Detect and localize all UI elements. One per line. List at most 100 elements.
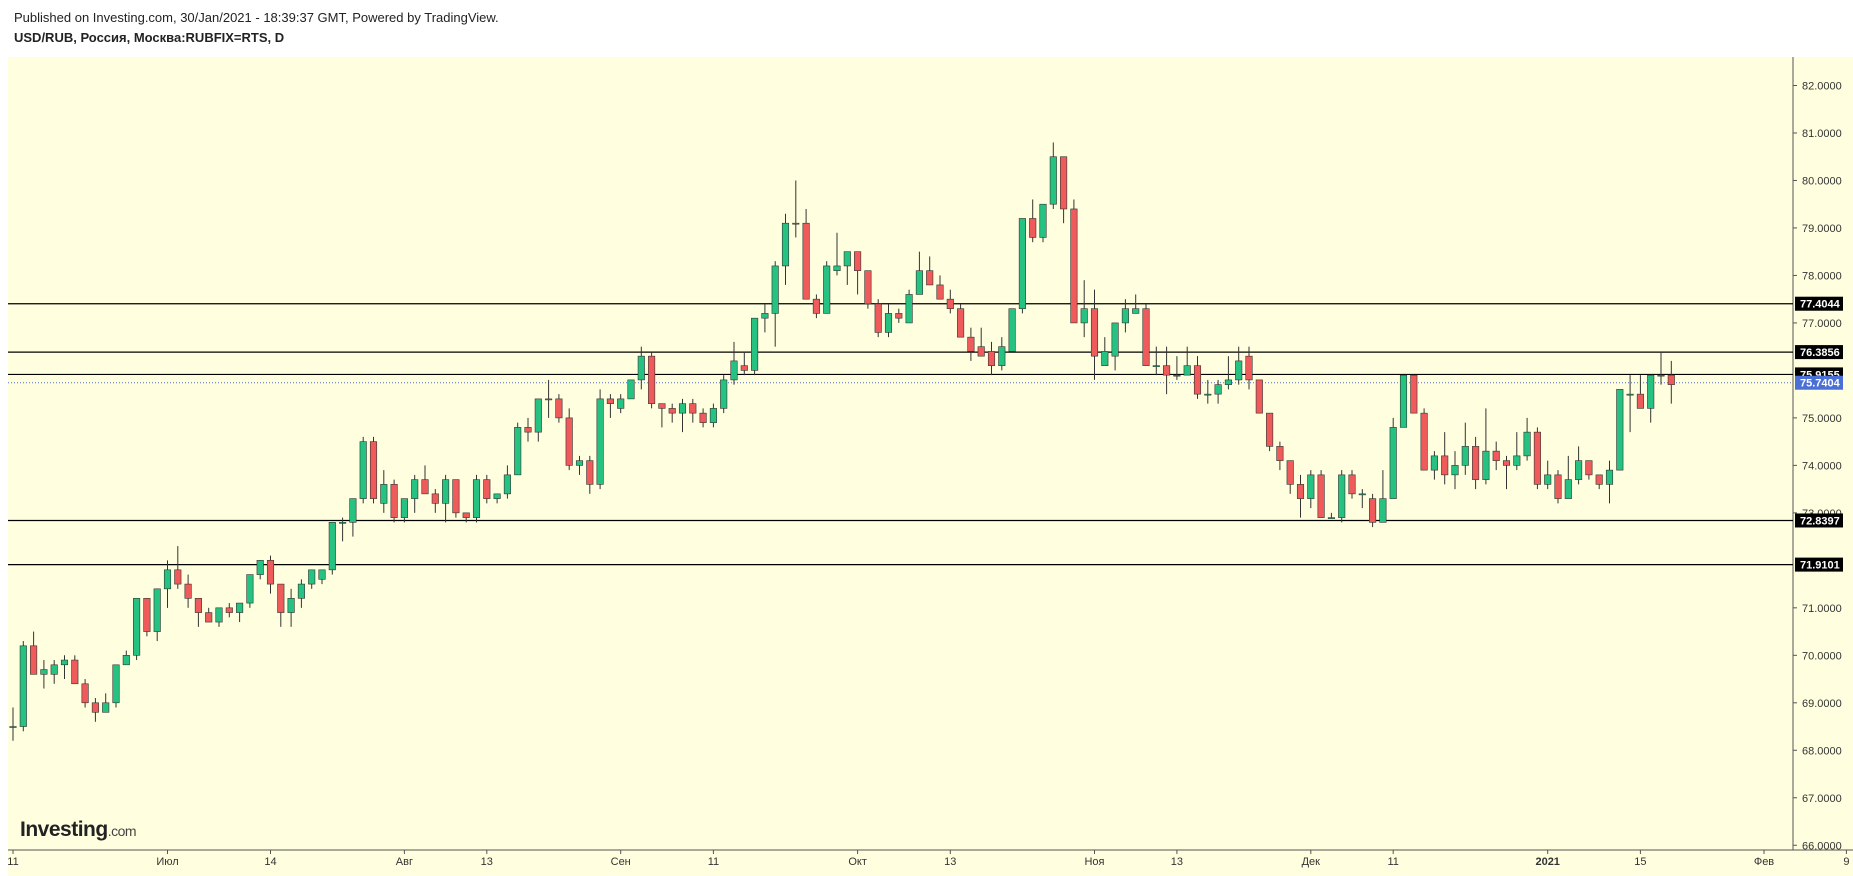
candle-down[interactable] [1533,431,1541,485]
candle-down[interactable] [936,284,944,300]
candle-up[interactable] [781,222,790,267]
candle-up[interactable] [761,313,769,319]
candle-down[interactable] [277,583,285,613]
candle-up[interactable] [1523,431,1531,457]
candle-up[interactable] [380,484,388,504]
candle-down[interactable] [1492,450,1500,461]
candle-down[interactable] [874,303,882,333]
candle-down[interactable] [895,313,903,319]
candle-up[interactable] [1121,308,1129,324]
candle-up[interactable] [884,313,893,333]
candle-down[interactable] [658,403,666,409]
candle-up[interactable] [40,669,48,675]
candle-down[interactable] [699,412,707,423]
candle-down[interactable] [1266,412,1274,447]
candle-up[interactable] [359,441,367,499]
candle-down[interactable] [926,270,934,286]
candle-down[interactable] [143,598,151,632]
candle-up[interactable] [1358,493,1366,496]
candle-up[interactable] [514,427,522,476]
candle-up[interactable] [411,479,419,499]
candle-up[interactable] [215,607,223,623]
candle-up[interactable] [1657,374,1665,377]
candle-down[interactable] [1348,474,1356,495]
candle-up[interactable] [1080,308,1088,324]
candle-down[interactable] [1636,393,1644,409]
candle-down[interactable] [1193,365,1202,395]
candle-up[interactable] [915,270,923,295]
candle-up[interactable] [1564,479,1572,499]
candle-up[interactable] [627,379,635,400]
candle-up[interactable] [1101,351,1109,366]
candle-down[interactable] [1029,218,1037,238]
candle-up[interactable] [575,460,584,466]
candle-down[interactable] [1163,365,1171,376]
candle-up[interactable] [9,726,17,728]
candle-down[interactable] [802,222,810,300]
candle-up[interactable] [349,498,357,523]
candle-up[interactable] [297,583,305,599]
candle-up[interactable] [1018,218,1026,309]
candle-down[interactable] [1255,379,1263,414]
candle-down[interactable] [71,659,79,685]
candle-down[interactable] [740,365,748,371]
candle-down[interactable] [483,479,491,499]
candle-up[interactable] [843,251,851,267]
candle-up[interactable] [1461,446,1469,466]
candle-down[interactable] [1595,474,1603,485]
candle-up[interactable] [1049,156,1057,205]
candle-down[interactable] [689,403,697,414]
candle-up[interactable] [328,522,336,571]
candle-up[interactable] [1389,427,1397,499]
candle-up[interactable] [709,408,717,423]
candle-up[interactable] [493,493,501,499]
candle-down[interactable] [1420,412,1428,471]
candle-up[interactable] [308,569,316,585]
candle-up[interactable] [1430,455,1438,471]
candle-down[interactable] [1369,498,1377,523]
candle-up[interactable] [905,294,913,324]
candle-down[interactable] [205,612,213,623]
candle-up[interactable] [792,222,800,225]
candle-up[interactable] [1338,474,1346,518]
candle-up[interactable] [1451,465,1459,476]
candle-down[interactable] [452,479,460,514]
candle-up[interactable] [1513,455,1521,466]
candle-up[interactable] [1214,384,1222,395]
candle-up[interactable] [1235,360,1243,381]
candle-down[interactable] [854,251,862,271]
candle-down[interactable] [524,427,532,433]
candle-up[interactable] [246,574,254,604]
candle-down[interactable] [91,702,99,713]
candle-down[interactable] [606,398,614,404]
candle-up[interactable] [1039,203,1047,238]
candle-up[interactable] [1575,460,1583,480]
candle-down[interactable] [1410,374,1418,414]
candle-up[interactable] [771,265,779,314]
candle-up[interactable] [617,398,625,409]
candle-up[interactable] [133,598,141,656]
candle-down[interactable] [1090,308,1099,357]
candle-up[interactable] [1183,365,1191,376]
candle-down[interactable] [565,417,573,466]
candle-down[interactable] [369,441,378,499]
candle-down[interactable] [1245,355,1253,381]
candle-up[interactable] [751,317,759,371]
candle-down[interactable] [946,298,954,309]
candle-up[interactable] [153,588,161,632]
candle-down[interactable] [1317,474,1325,518]
candle-down[interactable] [1472,446,1480,480]
candle-down[interactable] [421,479,429,495]
candle-up[interactable] [400,498,408,518]
candle-up[interactable] [833,265,841,271]
candle-up[interactable] [1379,498,1387,523]
candle-up[interactable] [596,398,604,485]
candle-up[interactable] [1204,393,1212,396]
candle-up[interactable] [102,702,110,713]
candle-up[interactable] [503,474,511,495]
candle-down[interactable] [1585,460,1593,476]
candle-up[interactable] [1152,365,1160,367]
candle-up[interactable] [823,265,831,314]
candle-up[interactable] [1173,374,1181,377]
candle-up[interactable] [19,645,27,727]
